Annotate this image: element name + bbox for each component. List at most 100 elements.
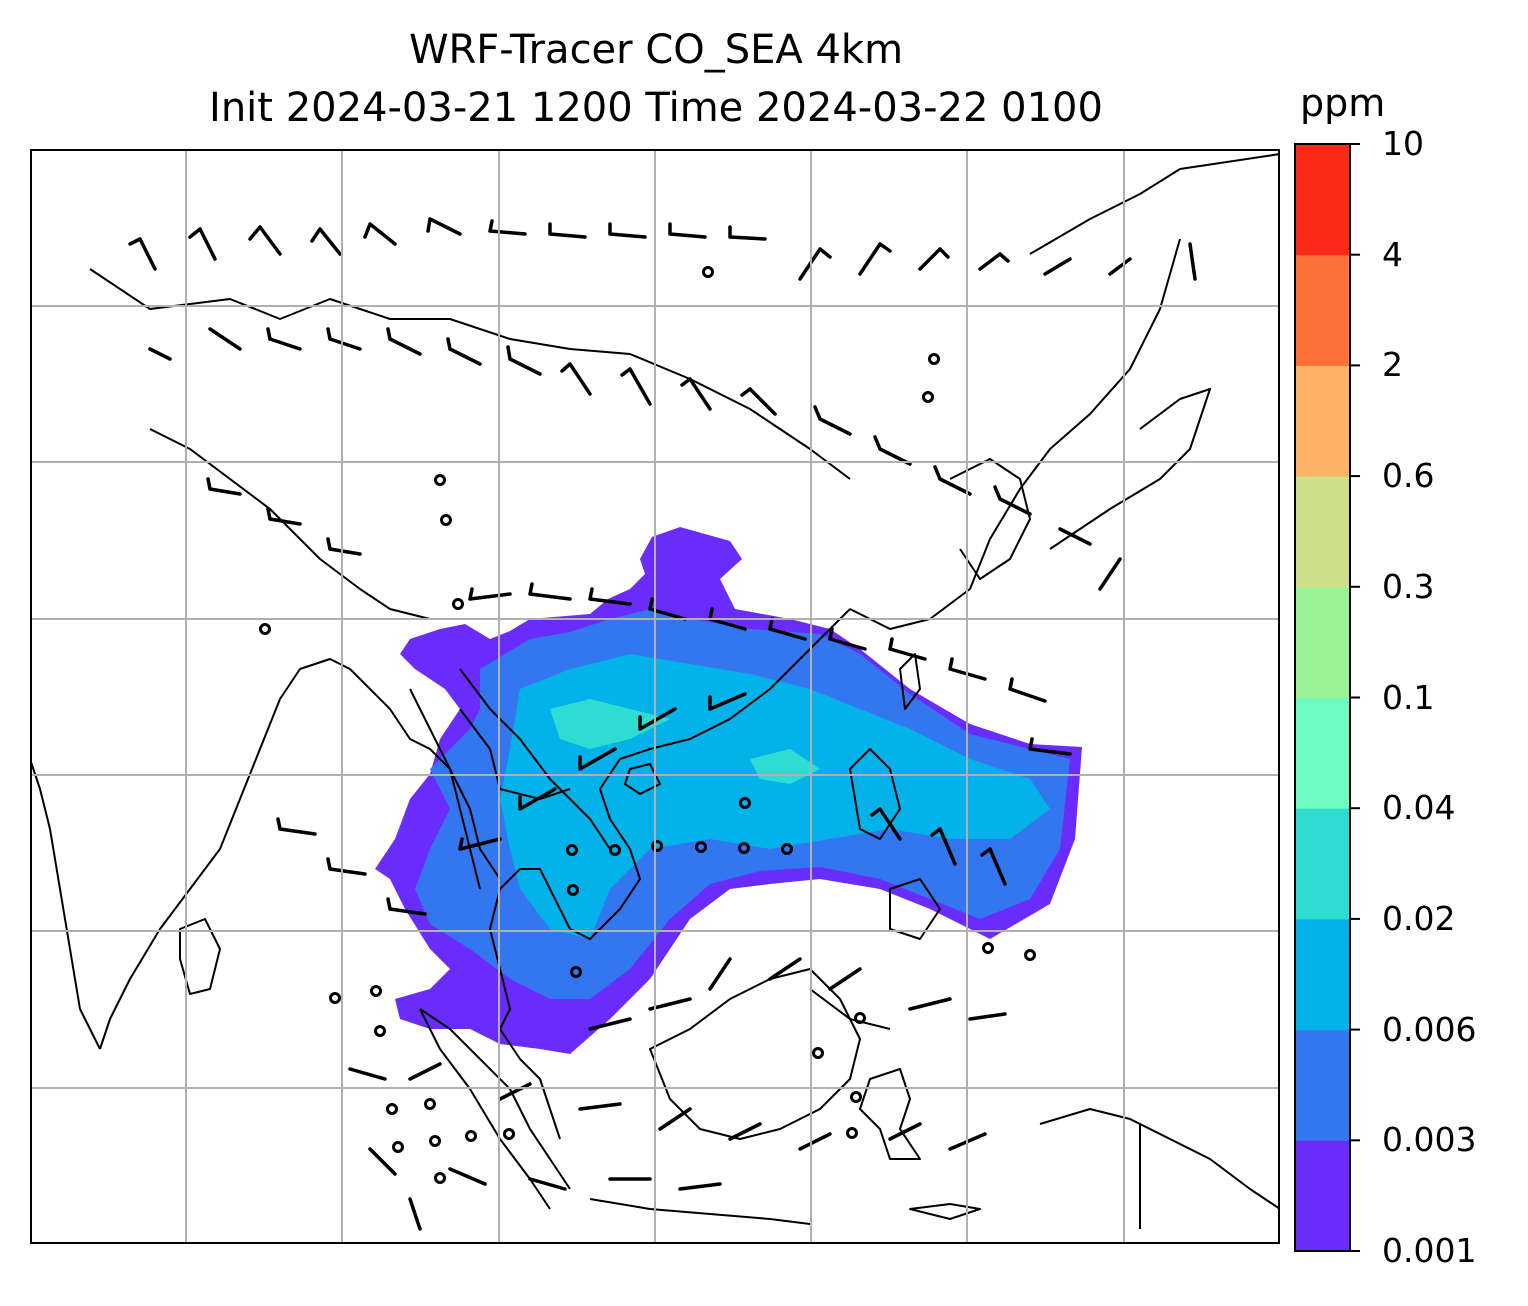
coast-sulawesi [859, 1068, 921, 1160]
chart-subtitle: Init 2024-03-21 1200 Time 2024-03-22 010… [209, 85, 1103, 131]
coast-philippines-mindanao [889, 878, 941, 940]
wind-barb [648, 997, 692, 1011]
colorbar-tick-label: 0.04 [1382, 788, 1456, 828]
wind-barb [1058, 527, 1092, 546]
wind-barb [408, 1197, 422, 1231]
calm-wind-circle [702, 266, 714, 278]
gridlines [30, 149, 1280, 1244]
wind-barb [578, 1102, 622, 1111]
colorbar-segment [1295, 697, 1350, 809]
coast-vietnam [569, 758, 641, 940]
border-mongolia-china [89, 268, 851, 480]
calm-wind-circle [609, 844, 621, 856]
wind-barb [638, 707, 677, 731]
wind-barb [708, 607, 747, 631]
calm-wind-circle [570, 966, 582, 978]
wind-barb [908, 997, 952, 1011]
coast-borneo [649, 968, 861, 1140]
chart-title: WRF-Tracer CO_SEA 4km [408, 27, 904, 73]
calm-wind-circle [434, 474, 446, 486]
wind-barb [408, 1062, 442, 1081]
colorbar-tick-label: 0.001 [1382, 1231, 1477, 1270]
wind-barb [993, 485, 1032, 516]
coast-malay-peninsula [499, 1028, 561, 1140]
border-myanmar-thailand [409, 688, 481, 890]
border-laos-vietnam [459, 668, 611, 850]
wind-barb [888, 1122, 922, 1141]
calm-wind-circle [392, 1141, 404, 1153]
colorbar-unit-label: ppm [1300, 81, 1386, 125]
wind-barb [386, 897, 427, 916]
border-china-india [149, 428, 431, 620]
wind-barb [680, 377, 712, 411]
wind-barb [488, 219, 527, 236]
wind-barb [206, 477, 242, 496]
tracer-level-0.02 [550, 699, 670, 749]
calm-wind-circle [434, 1172, 446, 1184]
calm-wind-circle [982, 942, 994, 954]
wind-barb [528, 1177, 567, 1191]
calm-wind-circle [850, 1091, 862, 1103]
coast-java [589, 1198, 811, 1225]
colorbar-frame [1294, 143, 1351, 1252]
colorbar-segment [1295, 365, 1350, 477]
map-panel [30, 149, 1280, 1244]
wind-barb [188, 227, 217, 261]
wind-barb [1043, 257, 1072, 276]
coast-philippines-luzon [849, 748, 901, 840]
map-frame [30, 149, 1280, 1244]
calm-wind-circle [503, 1128, 515, 1140]
wind-barb [608, 222, 647, 239]
wind-barb [1098, 557, 1122, 591]
calm-wind-circle [1024, 949, 1036, 961]
coast-russia-far-east [1029, 153, 1280, 255]
wind-barb [426, 217, 462, 236]
wind-barb [980, 847, 1007, 886]
calm-wind-circle [374, 1025, 386, 1037]
colorbar-tick-label: 0.02 [1382, 898, 1456, 938]
wind-barb [813, 405, 852, 436]
wind-barb [248, 225, 282, 256]
coast-china-east [849, 238, 1181, 630]
wind-barb [708, 957, 732, 991]
calm-wind-circle [452, 598, 464, 610]
wind-barb [888, 637, 927, 661]
calm-wind-circle [429, 1135, 441, 1147]
wind-barb [446, 337, 482, 366]
wind-barb [326, 537, 362, 556]
calm-wind-circle [370, 985, 382, 997]
colorbar-segment [1295, 144, 1350, 256]
colorbar-tick-label: 4 [1382, 234, 1403, 274]
calm-wind-circle [567, 884, 579, 896]
colorbar-tick-label: 0.6 [1382, 456, 1435, 496]
wind-barb [740, 387, 777, 416]
wind-barb [1008, 677, 1047, 703]
calm-wind-circles [259, 266, 1036, 1184]
wind-barbs [128, 217, 1197, 1231]
wind-barb [620, 367, 652, 406]
calm-wind-circle [739, 797, 751, 809]
wind-barb [348, 1067, 387, 1081]
wind-barb [933, 465, 972, 496]
coast-taiwan [899, 653, 921, 710]
wind-barb [363, 222, 397, 246]
colorbar-tick-label: 10 [1382, 124, 1424, 163]
wind-barb [1188, 242, 1197, 281]
colorbar-segment [1295, 586, 1350, 698]
colorbar-segment [1295, 1140, 1350, 1252]
wind-barb [858, 242, 892, 276]
calm-wind-circle [781, 843, 793, 855]
colorbar-tick-label: 0.003 [1382, 1120, 1477, 1160]
calm-wind-circle [812, 1047, 824, 1059]
wind-barb [498, 1082, 532, 1101]
wind-barb [798, 1132, 832, 1151]
wind-barb [128, 237, 157, 271]
calm-wind-circle [440, 514, 452, 526]
wind-barb [208, 327, 242, 351]
coast-sri-lanka [179, 918, 221, 995]
coast-myanmar [349, 668, 501, 880]
wind-barb [148, 347, 172, 361]
calm-wind-circle [424, 1098, 436, 1110]
calm-wind-circle [566, 844, 578, 856]
wind-barb [276, 817, 317, 836]
